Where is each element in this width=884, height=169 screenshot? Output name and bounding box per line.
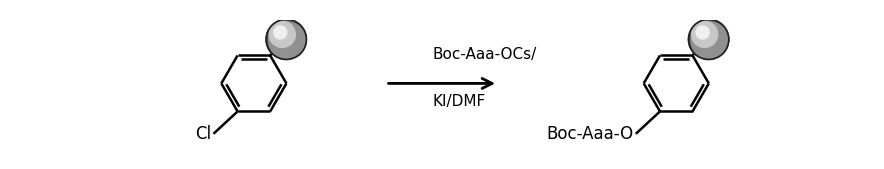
Text: Cl: Cl bbox=[195, 125, 211, 143]
Ellipse shape bbox=[269, 22, 306, 59]
Ellipse shape bbox=[274, 26, 286, 39]
Ellipse shape bbox=[691, 22, 728, 59]
Ellipse shape bbox=[691, 21, 718, 47]
Ellipse shape bbox=[266, 19, 307, 59]
Text: Boc-Aaa-OCs/: Boc-Aaa-OCs/ bbox=[432, 47, 537, 62]
Ellipse shape bbox=[689, 19, 728, 59]
Text: KI/DMF: KI/DMF bbox=[432, 94, 485, 109]
Ellipse shape bbox=[696, 26, 709, 39]
Text: Boc-Aaa-O: Boc-Aaa-O bbox=[546, 125, 634, 143]
Ellipse shape bbox=[269, 21, 295, 47]
